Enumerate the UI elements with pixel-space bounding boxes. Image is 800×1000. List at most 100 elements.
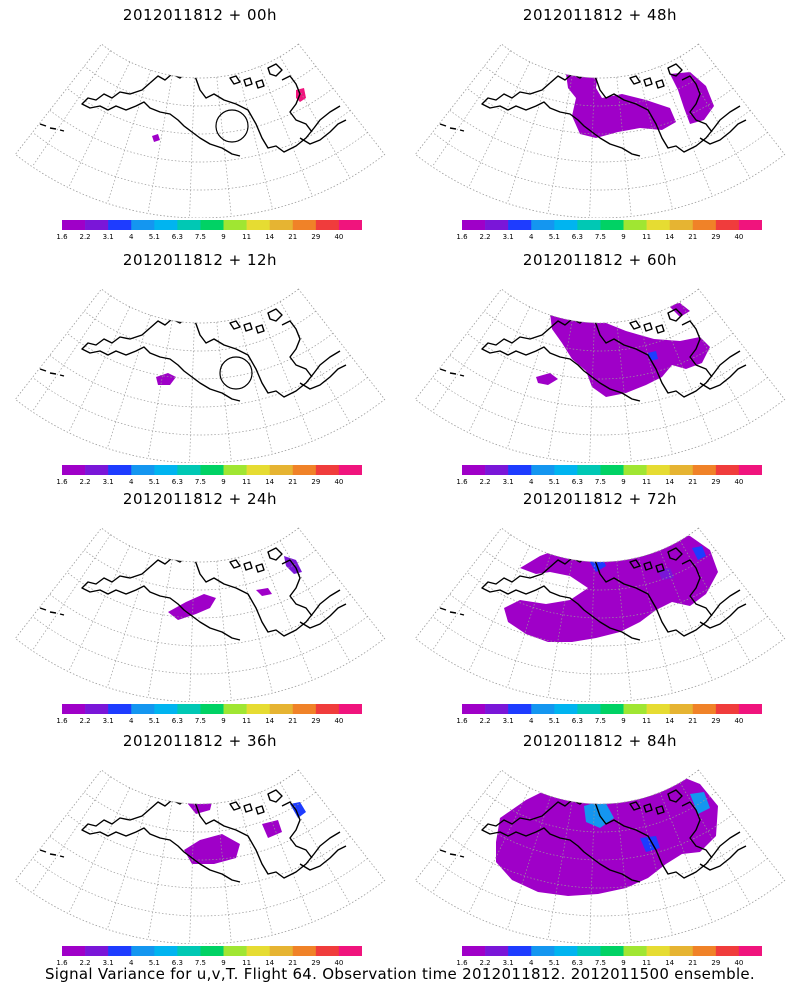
colorbar-swatch xyxy=(338,946,362,956)
signal-region xyxy=(668,303,690,317)
signal-region xyxy=(692,546,706,560)
coastline xyxy=(267,547,283,561)
map-border xyxy=(414,769,786,944)
signal-region xyxy=(290,802,306,818)
colorbar xyxy=(62,946,362,956)
colorbar-label: 14 xyxy=(665,959,675,967)
colorbar-swatch xyxy=(108,220,132,230)
coastline xyxy=(681,75,713,133)
colorbar-label: 9 xyxy=(221,717,226,725)
panel-title: 2012011812 + 60h xyxy=(522,251,678,269)
coastline xyxy=(481,566,641,641)
colorbar-label: 4 xyxy=(128,959,134,967)
latitude-line xyxy=(466,571,734,619)
meridian-line xyxy=(638,318,673,455)
meridian-line xyxy=(238,73,273,210)
coastline xyxy=(643,322,653,332)
coastline xyxy=(439,607,447,611)
panel-12h: 2012011812 + 12h 1.6 2.2 3.1 4 5.1 6.3 7.5 9 11 1… xyxy=(0,245,400,490)
colorbar-swatch xyxy=(692,220,717,230)
colorbar-swatch xyxy=(292,465,317,475)
coastline xyxy=(213,47,261,73)
coastline xyxy=(81,566,241,641)
meridian-line xyxy=(106,70,151,204)
coastline xyxy=(39,368,47,372)
meridian-line xyxy=(259,311,313,442)
colorbar-swatch xyxy=(246,465,270,475)
colorbar-swatch xyxy=(669,946,694,956)
coastline xyxy=(149,797,341,879)
coastline xyxy=(667,789,683,803)
latitude-line xyxy=(32,616,368,675)
colorbar-labels: 1.6 2.2 3.1 4 5.1 6.3 7.5 9 11 14 21 29 40 xyxy=(56,959,382,969)
colorbar-label: 6.3 xyxy=(171,959,183,967)
colorbar-label: 1.6 xyxy=(56,959,68,967)
colorbar-swatch xyxy=(577,946,601,956)
colorbar-label: 3.1 xyxy=(102,478,114,486)
colorbar-label: 40 xyxy=(734,717,744,725)
colorbar-swatch xyxy=(462,704,486,714)
colorbar-label: 40 xyxy=(334,233,344,241)
colorbar-label: 7.5 xyxy=(594,717,607,725)
colorbar-label: 3.1 xyxy=(102,959,114,967)
meridian-line xyxy=(638,557,673,694)
coastline xyxy=(299,119,347,145)
coastline xyxy=(449,611,457,614)
coastline xyxy=(59,129,65,132)
colorbar-label: 7.5 xyxy=(594,959,607,967)
signal-region xyxy=(670,72,714,124)
colorbar-swatch xyxy=(600,704,624,714)
panel-title: 2012011812 + 24h xyxy=(122,490,278,508)
coastline xyxy=(243,561,253,571)
meridian-line xyxy=(679,56,751,178)
coastline xyxy=(429,601,437,605)
colorbar-swatch xyxy=(62,465,86,475)
colorbar-labels: 1.6 2.2 3.1 4 5.1 6.3 7.5 9 11 14 21 29 40 xyxy=(456,478,782,488)
meridian-line xyxy=(68,787,131,914)
colorbar-swatch xyxy=(531,465,555,475)
colorbar-swatch xyxy=(600,465,624,475)
map-00h xyxy=(14,43,386,218)
colorbar-swatch xyxy=(485,220,509,230)
colorbar-label: 11 xyxy=(242,959,252,967)
colorbar-label: 5.1 xyxy=(148,478,160,486)
coastline xyxy=(439,123,447,127)
colorbar-label: 5.1 xyxy=(548,478,560,486)
footer-caption: Signal Variance for u,v,T. Flight 64. Ob… xyxy=(44,965,756,983)
colorbar-swatch xyxy=(738,465,762,475)
meridian-line xyxy=(216,561,232,701)
meridian-line xyxy=(547,75,573,214)
coastline xyxy=(243,77,253,87)
latitude-line xyxy=(449,354,751,408)
colorbar-label: 5.1 xyxy=(148,233,160,241)
colorbar-label: 6.3 xyxy=(171,233,183,241)
colorbar-label: 29 xyxy=(711,959,721,967)
meridian-line xyxy=(468,545,531,672)
coastline xyxy=(459,855,465,858)
meridian-line xyxy=(659,792,713,923)
colorbar-swatch xyxy=(715,220,740,230)
colorbar-swatch xyxy=(223,704,247,714)
colorbar-label: 40 xyxy=(334,478,344,486)
colorbar-swatch xyxy=(177,946,201,956)
meridian-line xyxy=(259,550,313,681)
coastline xyxy=(229,801,241,811)
meridian-line xyxy=(238,557,273,694)
colorbar-label: 6.3 xyxy=(571,717,583,725)
map-border xyxy=(14,527,386,702)
coastline xyxy=(549,71,741,153)
coastline xyxy=(449,127,457,130)
colorbar-label: 5.1 xyxy=(548,233,560,241)
coastline xyxy=(655,563,665,573)
colorbar-label: 11 xyxy=(642,717,652,725)
colorbar-label: 4 xyxy=(528,717,534,725)
signal-region xyxy=(156,373,176,385)
colorbar-swatch xyxy=(292,704,317,714)
colorbar-swatch xyxy=(154,465,178,475)
signal-region xyxy=(566,68,676,138)
coastline xyxy=(429,362,437,366)
coastline xyxy=(299,845,347,871)
coastline xyxy=(667,547,683,561)
coastline xyxy=(681,801,713,859)
meridian-line xyxy=(238,318,273,455)
